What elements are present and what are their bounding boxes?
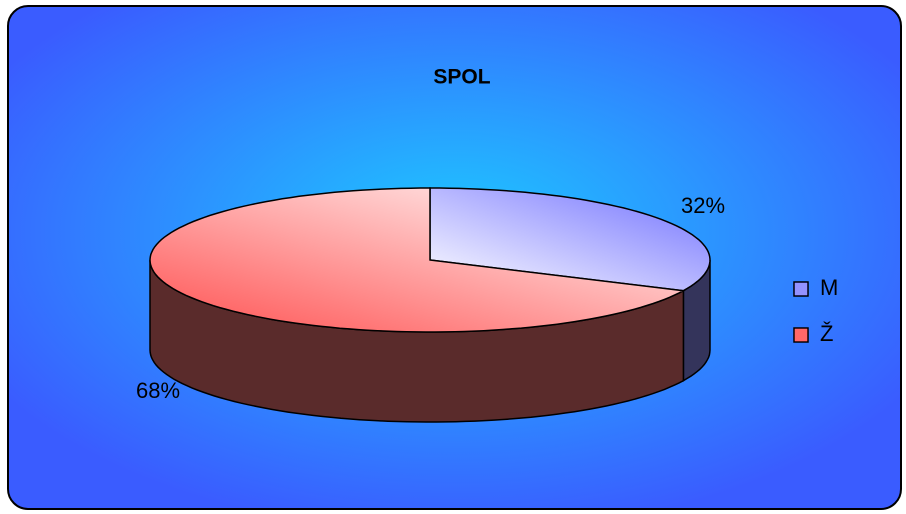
pie-slice: [149, 187, 686, 333]
data-label: 32%: [681, 193, 725, 218]
legend-label: M: [820, 275, 838, 300]
pie-slice: [429, 187, 711, 292]
chart-title: SPOL: [433, 66, 490, 89]
legend-swatch: [793, 327, 809, 343]
data-label: 68%: [136, 378, 180, 403]
legend-label: Ž: [820, 321, 833, 346]
legend-swatch: [793, 281, 809, 297]
